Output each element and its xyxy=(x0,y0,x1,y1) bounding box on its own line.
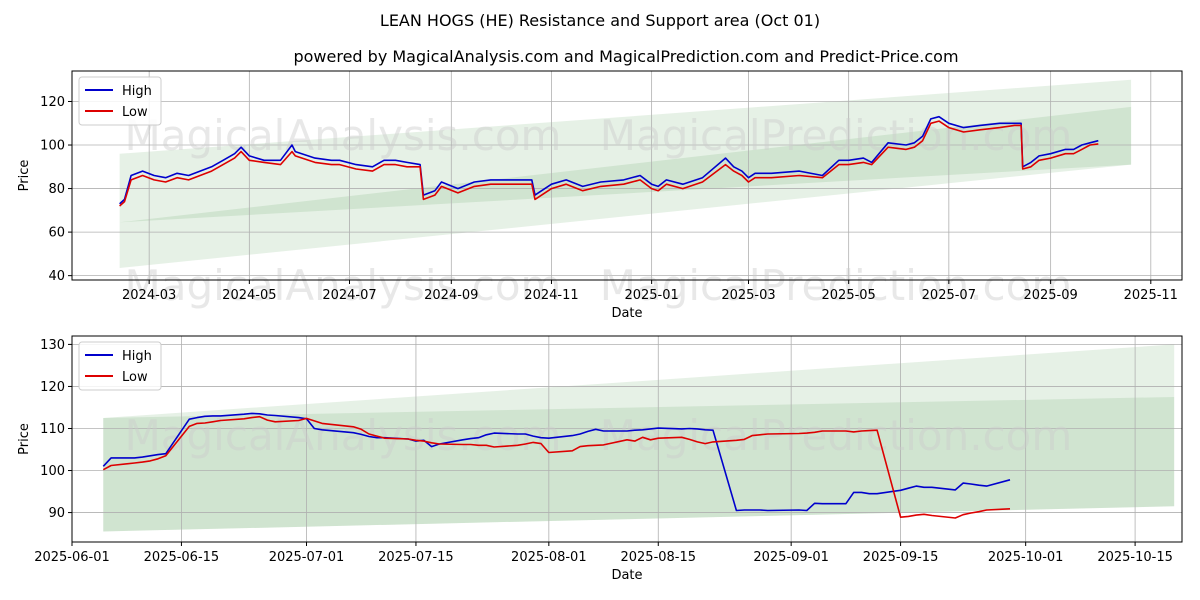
watermark: MagicalAnalysis.com xyxy=(125,261,562,310)
x-tick-label: 2025-09 xyxy=(1023,288,1077,303)
x-tick-label: 2024-11 xyxy=(524,288,578,303)
x-tick-label: 2025-03 xyxy=(721,288,775,303)
support-resistance-band-1 xyxy=(103,344,1175,532)
x-tick-label: 2025-06-15 xyxy=(144,550,220,565)
y-tick-label: 120 xyxy=(40,380,65,395)
watermark: MagicalPrediction.com xyxy=(600,261,1073,310)
charts-container: MagicalAnalysis.com MagicalPrediction.com… xyxy=(17,70,1183,583)
x-tick-label: 2025-08-15 xyxy=(620,550,696,565)
x-axis-label: Date xyxy=(611,306,642,321)
y-axis-label: Price xyxy=(17,160,32,192)
series-line-low xyxy=(102,415,1011,519)
x-tick-label: 2025-01 xyxy=(624,288,678,303)
y-tick-label: 60 xyxy=(48,226,65,241)
chart-subtitle: powered by MagicalAnalysis.com and Magic… xyxy=(293,47,958,66)
y-tick-label: 100 xyxy=(40,139,65,154)
legend-label-low: Low xyxy=(122,105,148,120)
watermark: MagicalAnalysis.com xyxy=(125,411,562,460)
watermark: MagicalPrediction.com xyxy=(600,111,1073,160)
x-tick-label: 2025-09-15 xyxy=(863,550,939,565)
x-axis-label: Date xyxy=(611,568,642,583)
x-tick-label: 2025-08-01 xyxy=(511,550,587,565)
y-tick-label: 40 xyxy=(48,269,65,284)
x-tick-label: 2025-10-01 xyxy=(988,550,1064,565)
y-tick-label: 130 xyxy=(40,338,65,353)
legend-label-high: High xyxy=(122,84,152,99)
series-line-high xyxy=(119,115,1099,205)
legend-label-low: Low xyxy=(122,370,148,385)
support-resistance-band-2 xyxy=(103,396,1175,532)
y-axis-label: Price xyxy=(17,423,32,455)
x-tick-label: 2024-05 xyxy=(222,288,276,303)
y-tick-label: 100 xyxy=(40,464,65,479)
x-tick-label: 2025-05 xyxy=(822,288,876,303)
x-tick-label: 2024-09 xyxy=(424,288,478,303)
chart-top: MagicalAnalysis.com MagicalPrediction.com… xyxy=(17,70,1183,321)
x-tick-label: 2025-07-01 xyxy=(269,550,345,565)
y-tick-label: 110 xyxy=(40,422,65,437)
legend-label-high: High xyxy=(122,349,152,364)
series-line-low xyxy=(119,120,1099,207)
x-tick-label: 2025-11 xyxy=(1124,288,1178,303)
watermark: MagicalAnalysis.com xyxy=(125,111,562,160)
chart-title: LEAN HOGS (HE) Resistance and Support ar… xyxy=(380,11,820,30)
x-tick-label: 2024-03 xyxy=(122,288,176,303)
x-tick-label: 2024-07 xyxy=(322,288,376,303)
y-tick-label: 80 xyxy=(48,182,65,197)
support-resistance-band-2 xyxy=(119,106,1132,223)
legend: High Low xyxy=(78,76,162,126)
watermark: MagicalPrediction.com xyxy=(600,411,1073,460)
y-tick-label: 90 xyxy=(48,506,65,521)
plot-frame xyxy=(71,70,1183,281)
x-tick-label: 2025-06-01 xyxy=(34,550,110,565)
support-resistance-band-1 xyxy=(119,79,1132,269)
plot-frame xyxy=(71,335,1183,543)
x-tick-label: 2025-10-15 xyxy=(1097,550,1173,565)
x-tick-label: 2025-09-01 xyxy=(753,550,829,565)
chart-bottom: MagicalAnalysis.com MagicalPrediction.com… xyxy=(17,335,1183,583)
y-tick-label: 120 xyxy=(40,95,65,110)
series-line-high xyxy=(102,412,1011,512)
x-tick-label: 2025-07-15 xyxy=(378,550,454,565)
legend: High Low xyxy=(78,341,162,391)
x-tick-label: 2025-07 xyxy=(922,288,976,303)
